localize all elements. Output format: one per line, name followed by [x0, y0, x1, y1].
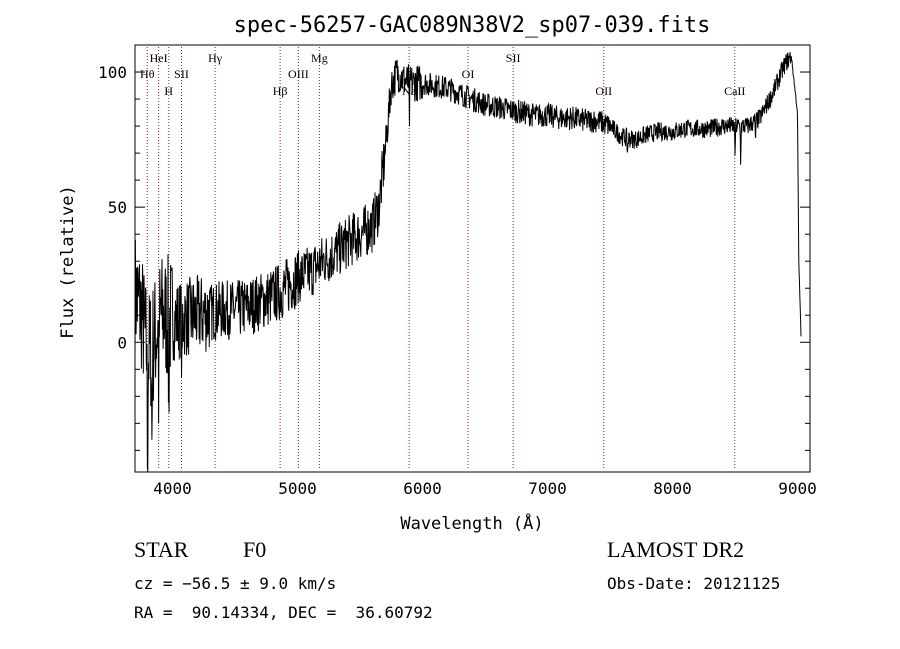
line-label: Mg	[311, 51, 328, 65]
y-tick-label: 0	[117, 333, 127, 352]
spectrum-line	[134, 52, 802, 473]
line-label: OI	[462, 67, 475, 81]
y-tick-label: 100	[98, 63, 127, 82]
x-axis: 4000 5000 6000 7000 8000 9000	[153, 479, 817, 498]
line-label: Hθ	[140, 67, 155, 81]
observation-date: Obs-Date: 20121125	[607, 574, 781, 593]
spectral-subclass: F0	[243, 537, 267, 562]
x-tick-label: 8000	[653, 479, 692, 498]
line-label: OII	[595, 84, 612, 98]
x-tick-label: 4000	[153, 479, 192, 498]
line-label: SII	[174, 67, 189, 81]
spectral-line-markers	[146, 47, 736, 470]
x-tick-label: 5000	[278, 479, 317, 498]
velocity-readout: cz = −56.5 ± 9.0 km/s	[134, 574, 337, 593]
line-label: CaII	[724, 84, 745, 98]
coordinates: RA = 90.14334, DEC = 36.60792	[134, 603, 433, 622]
line-label: HeI	[150, 51, 168, 65]
x-axis-label: Wavelength (Å)	[400, 512, 543, 534]
y-tick-label: 50	[108, 198, 127, 217]
x-tick-label: 7000	[528, 479, 567, 498]
line-label: SII	[506, 51, 521, 65]
x-tick-label: 9000	[778, 479, 817, 498]
line-label: OIII	[288, 67, 309, 81]
line-label: Hβ	[273, 84, 288, 98]
y-axis-label: Flux (relative)	[58, 185, 78, 339]
line-label: H	[164, 84, 173, 98]
y-axis: 0 50 100	[98, 44, 810, 451]
object-class: STAR	[134, 537, 189, 562]
survey-name: LAMOST DR2	[607, 537, 745, 562]
chart-title: spec-56257-GAC089N38V2_sp07-039.fits	[234, 13, 711, 38]
x-tick-label: 6000	[403, 479, 442, 498]
plot-frame	[134, 44, 811, 473]
line-label: Hγ	[208, 51, 223, 65]
